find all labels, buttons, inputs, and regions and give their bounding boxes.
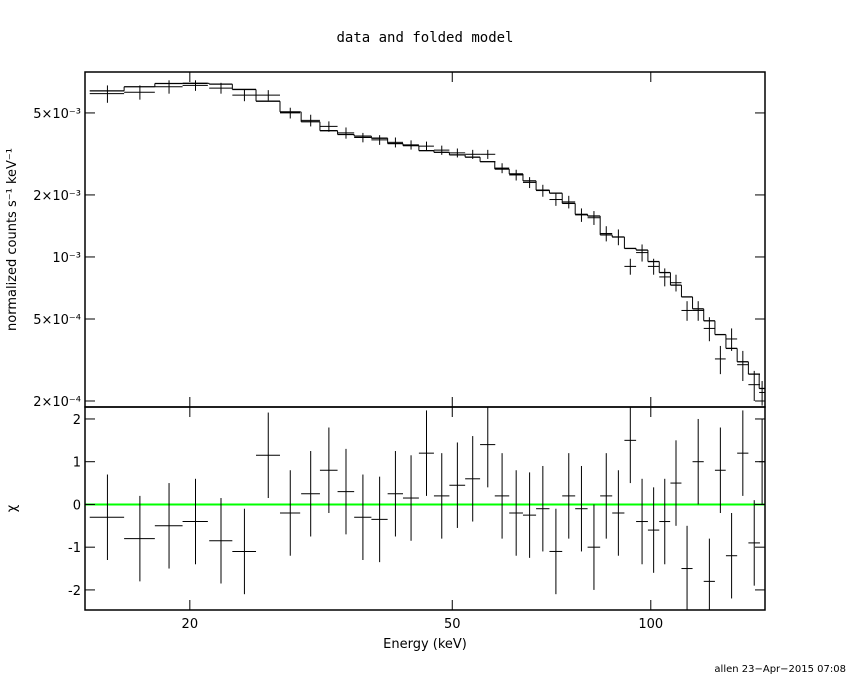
plot-frame [84,406,766,611]
y-tick-label: -1 [68,541,81,556]
y-tick-label: 2×10⁻³ [33,189,81,204]
y-tick-label: 2 [73,413,81,428]
footer: allen 23−Apr−2015 07:08 [714,664,846,675]
y-tick-label: 1 [73,456,81,471]
x-tick-label: 50 [444,617,461,632]
y-axis-label: χ [5,504,20,512]
plot-area [85,407,765,610]
y-tick-label: 10⁻³ [52,251,81,266]
x-tick-label: 100 [638,617,663,632]
y-tick-label: 5×10⁻⁴ [33,313,81,328]
y-tick-label: 2×10⁻⁴ [33,395,81,410]
plot-area [89,80,765,406]
x-axis-label: Energy (keV) [383,637,467,652]
y-axis-label: normalized counts s⁻¹ keV⁻¹ [5,148,20,331]
plot-frame [84,71,766,408]
y-tick-label: 5×10⁻³ [33,107,81,122]
y-tick-label: 0 [73,498,81,513]
y-tick-label: -2 [68,584,81,599]
x-tick-label: 20 [182,617,199,632]
chart-title: data and folded model [336,30,513,46]
